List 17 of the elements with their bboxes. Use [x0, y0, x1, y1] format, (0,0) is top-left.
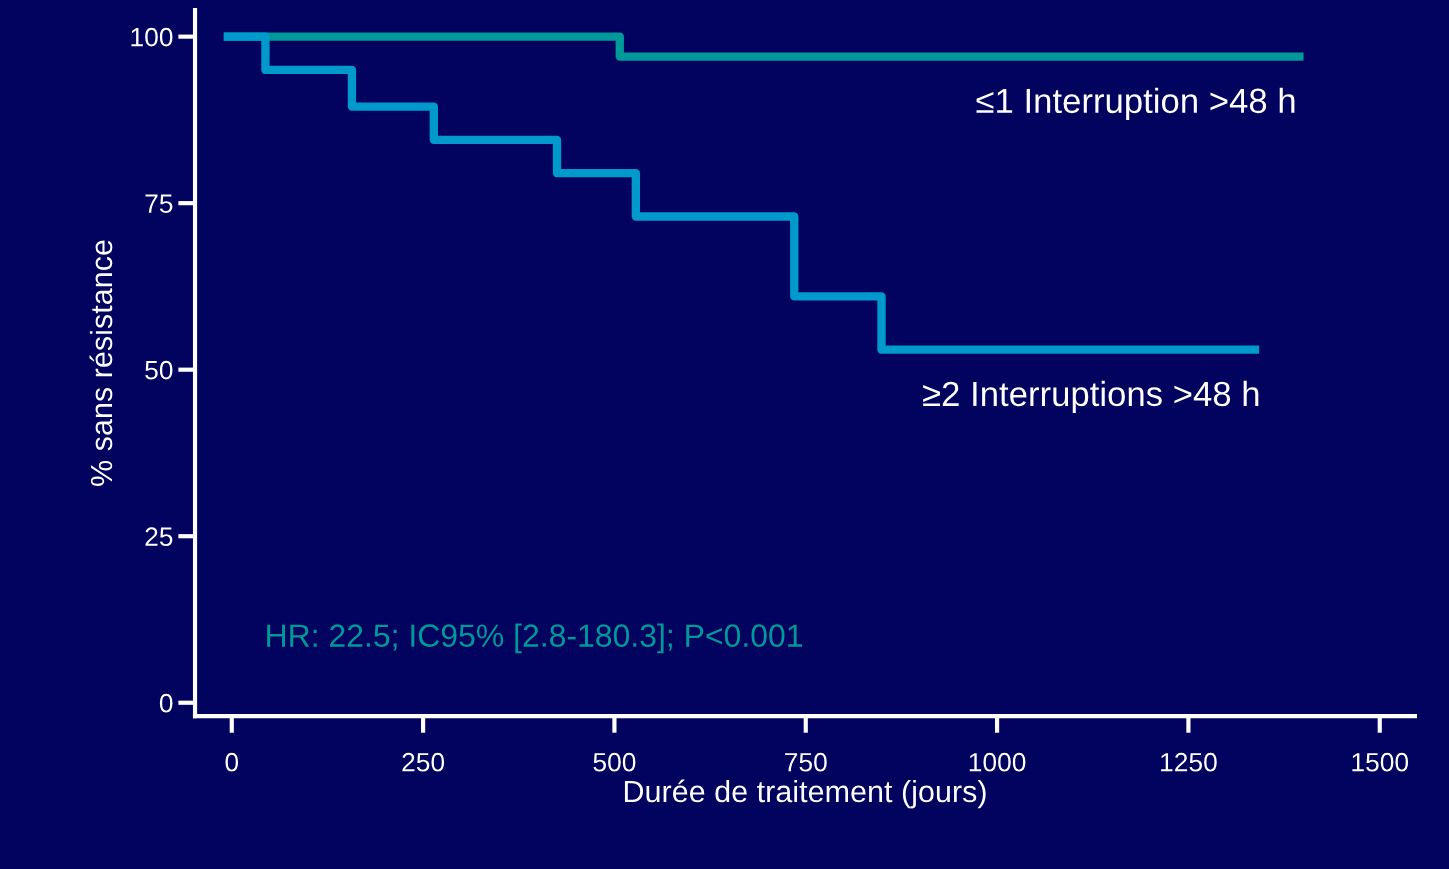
y-tick-label: 0 — [159, 693, 173, 713]
x-tick-label: 1000 — [969, 752, 1026, 772]
x-tick-label: 0 — [225, 752, 239, 772]
y-tick-label: 75 — [145, 194, 173, 213]
y-axis-title: % sans résistance — [89, 240, 113, 486]
series-label: ≤1 Interruption >48 h — [976, 87, 1295, 121]
x-tick-label: 1250 — [1161, 752, 1217, 772]
y-tick-label: 50 — [145, 360, 173, 380]
x-tick-label: 250 — [402, 752, 445, 772]
y-tick-label: 100 — [131, 27, 173, 47]
annotation: HR: 22.5; IC95% [2.8-180.3]; P<0.001 — [267, 623, 802, 654]
x-tick-label: 1500 — [1352, 752, 1409, 772]
x-tick-label: 750 — [785, 752, 827, 772]
y-tick-label: 25 — [145, 527, 173, 547]
series-label: ≥2 Interruptions >48 h — [923, 380, 1259, 414]
x-axis-title: Durée de traitement (jours) — [624, 779, 986, 809]
x-tick-label: 500 — [593, 752, 636, 772]
